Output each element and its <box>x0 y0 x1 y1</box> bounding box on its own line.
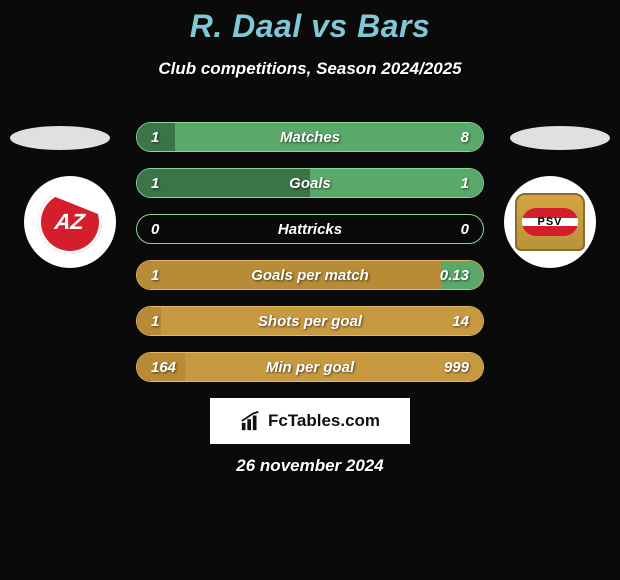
stats-panel: 1 Matches 8 1 Goals 1 0 Hattricks 0 1 Goals per ma… <box>136 122 484 398</box>
stat-value-left: 1 <box>151 267 159 284</box>
stat-fill-right <box>310 169 483 197</box>
stat-value-left: 1 <box>151 129 159 146</box>
stat-value-left: 1 <box>151 175 159 192</box>
stat-value-right: 999 <box>444 359 469 376</box>
stat-row: 1 Matches 8 <box>136 122 484 152</box>
stat-value-right: 0 <box>461 221 469 238</box>
stat-label: Matches <box>280 129 340 146</box>
club-badge-left: AZ <box>24 176 116 268</box>
psv-logo-icon: PSV <box>515 193 585 251</box>
branding-badge: FcTables.com <box>210 398 410 444</box>
branding-text: FcTables.com <box>268 411 380 431</box>
player-avatar-left <box>10 126 110 150</box>
player-avatar-right <box>510 126 610 150</box>
stat-label: Min per goal <box>266 359 354 376</box>
stat-label: Goals <box>289 175 331 192</box>
stat-row: 164 Min per goal 999 <box>136 352 484 382</box>
stat-row: 0 Hattricks 0 <box>136 214 484 244</box>
page-subtitle: Club competitions, Season 2024/2025 <box>0 59 620 79</box>
stat-row: 1 Shots per goal 14 <box>136 306 484 336</box>
club-badge-right: PSV <box>504 176 596 268</box>
stat-label: Goals per match <box>251 267 369 284</box>
date-label: 26 november 2024 <box>236 456 383 476</box>
stat-value-right: 1 <box>461 175 469 192</box>
stat-label: Hattricks <box>278 221 342 238</box>
page-title: R. Daal vs Bars <box>0 8 620 45</box>
stat-value-left: 0 <box>151 221 159 238</box>
infographic-container: R. Daal vs Bars Club competitions, Seaso… <box>0 0 620 580</box>
stat-value-left: 1 <box>151 313 159 330</box>
stat-value-right: 8 <box>461 129 469 146</box>
az-logo-text: AZ <box>54 209 87 235</box>
stat-row: 1 Goals per match 0.13 <box>136 260 484 290</box>
stat-value-right: 14 <box>452 313 469 330</box>
az-logo-icon: AZ <box>38 190 102 254</box>
psv-logo-text: PSV <box>522 208 578 236</box>
stat-value-left: 164 <box>151 359 176 376</box>
stat-fill-left <box>137 169 310 197</box>
chart-icon <box>240 410 262 432</box>
stat-row: 1 Goals 1 <box>136 168 484 198</box>
stat-value-right: 0.13 <box>440 267 469 284</box>
stat-label: Shots per goal <box>258 313 362 330</box>
